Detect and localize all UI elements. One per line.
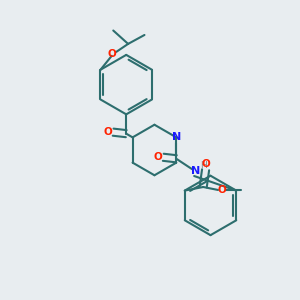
- Text: N: N: [172, 132, 181, 142]
- Text: O: O: [103, 127, 112, 137]
- Text: N: N: [191, 166, 200, 176]
- Text: O: O: [217, 185, 226, 195]
- Text: O: O: [201, 159, 210, 170]
- Text: H: H: [201, 161, 207, 170]
- Text: O: O: [154, 152, 162, 162]
- Text: O: O: [107, 49, 116, 59]
